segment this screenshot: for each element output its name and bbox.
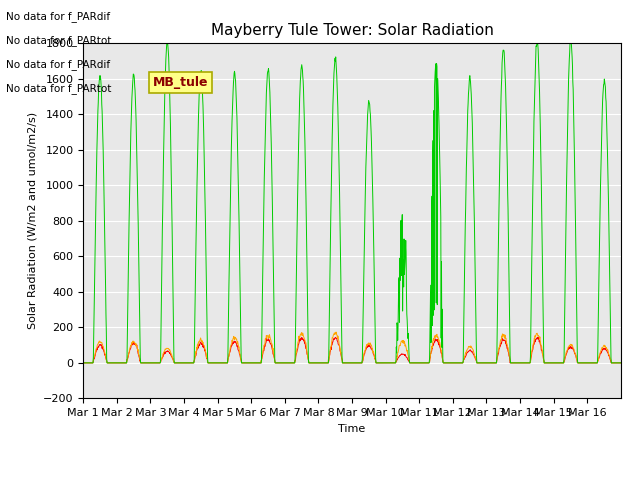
PAR Water	[558, 360, 566, 366]
Text: No data for f_PARdif: No data for f_PARdif	[6, 11, 111, 22]
Title: Mayberry Tule Tower: Solar Radiation: Mayberry Tule Tower: Solar Radiation	[211, 23, 493, 38]
PAR Tule	[332, 329, 340, 335]
PAR In	[558, 360, 566, 366]
PAR In	[611, 360, 618, 366]
Legend: PAR Water, PAR Tule, PAR In: PAR Water, PAR Tule, PAR In	[181, 476, 523, 480]
Text: No data for f_PARtot: No data for f_PARtot	[6, 83, 112, 94]
Text: MB_tule: MB_tule	[153, 76, 209, 89]
PAR In	[617, 360, 625, 366]
PAR Tule	[79, 360, 87, 366]
PAR Tule	[328, 341, 335, 347]
PAR Tule	[479, 360, 486, 366]
PAR Water	[79, 360, 87, 366]
PAR Water	[617, 360, 625, 366]
Text: No data for f_PARtot: No data for f_PARtot	[6, 35, 112, 46]
Line: PAR In: PAR In	[83, 38, 621, 363]
PAR Tule	[558, 360, 566, 366]
Line: PAR Water: PAR Water	[83, 337, 621, 363]
PAR Water	[479, 360, 486, 366]
PAR Water	[338, 356, 346, 361]
PAR In	[533, 36, 541, 41]
PAR Tule	[617, 360, 625, 366]
Line: PAR Tule: PAR Tule	[83, 332, 621, 363]
PAR Water	[328, 342, 335, 348]
PAR Water	[611, 360, 618, 366]
PAR In	[338, 329, 346, 335]
PAR In	[479, 360, 486, 366]
X-axis label: Time: Time	[339, 424, 365, 433]
Text: No data for f_PARdif: No data for f_PARdif	[6, 59, 111, 70]
Y-axis label: Solar Radiation (W/m2 and umol/m2/s): Solar Radiation (W/m2 and umol/m2/s)	[28, 112, 37, 329]
PAR Water	[534, 334, 542, 340]
PAR Tule	[338, 358, 346, 363]
PAR In	[163, 39, 171, 45]
PAR Tule	[611, 360, 618, 366]
PAR Tule	[163, 346, 171, 351]
PAR Water	[163, 348, 171, 354]
PAR In	[79, 360, 87, 366]
PAR In	[328, 172, 335, 178]
